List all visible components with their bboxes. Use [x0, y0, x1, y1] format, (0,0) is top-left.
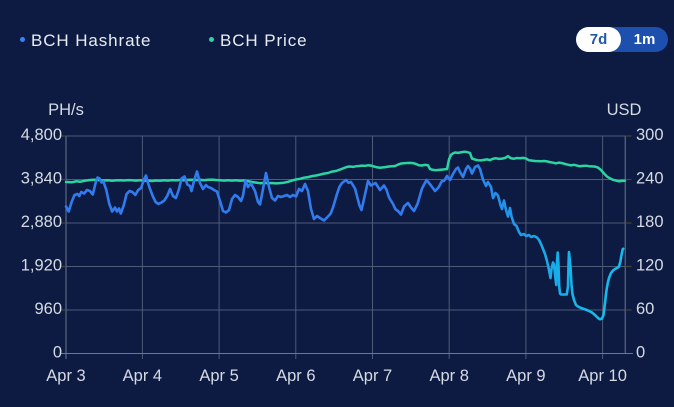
svg-text:Apr 3: Apr 3 [46, 367, 85, 385]
svg-text:Apr 8: Apr 8 [429, 367, 468, 385]
svg-text:960: 960 [34, 300, 62, 318]
svg-text:3,840: 3,840 [21, 170, 62, 188]
svg-text:Apr 5: Apr 5 [199, 367, 238, 385]
svg-text:Apr 7: Apr 7 [353, 367, 392, 385]
svg-text:0: 0 [636, 344, 645, 362]
svg-text:240: 240 [636, 170, 664, 188]
svg-text:60: 60 [636, 300, 654, 318]
svg-text:1,920: 1,920 [21, 257, 62, 275]
svg-text:USD: USD [607, 101, 642, 119]
svg-text:Apr 6: Apr 6 [276, 367, 315, 385]
svg-text:Apr 4: Apr 4 [123, 367, 162, 385]
svg-text:PH/s: PH/s [48, 101, 84, 119]
svg-text:0: 0 [53, 344, 62, 362]
svg-text:120: 120 [636, 257, 664, 275]
svg-text:300: 300 [636, 126, 664, 144]
svg-text:Apr 9: Apr 9 [506, 367, 545, 385]
svg-text:4,800: 4,800 [21, 126, 62, 144]
svg-text:Apr 10: Apr 10 [578, 367, 627, 385]
svg-text:2,880: 2,880 [21, 213, 62, 231]
svg-text:180: 180 [636, 213, 664, 231]
